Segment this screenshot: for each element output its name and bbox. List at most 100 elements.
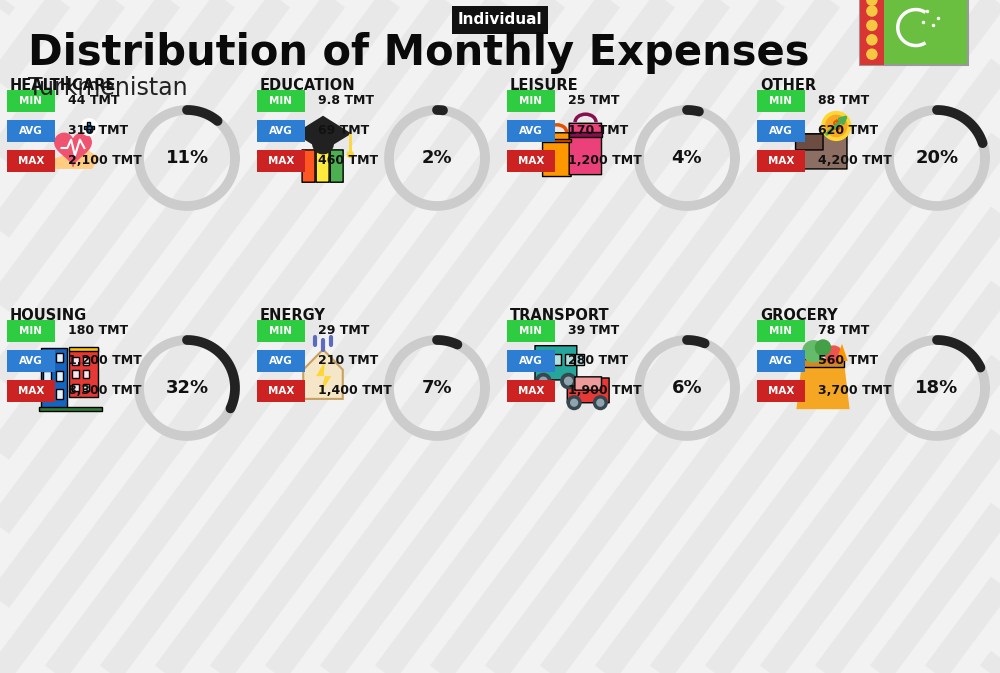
Text: MIN: MIN [20,326,42,336]
FancyBboxPatch shape [330,150,343,182]
Text: MAX: MAX [518,386,544,396]
Text: MIN: MIN [270,96,292,106]
FancyBboxPatch shape [257,120,305,142]
FancyBboxPatch shape [43,353,51,363]
FancyBboxPatch shape [543,133,571,176]
Polygon shape [46,148,100,169]
FancyBboxPatch shape [56,390,63,399]
Text: 78 TMT: 78 TMT [818,324,869,337]
FancyBboxPatch shape [507,380,555,402]
Text: 1,400 TMT: 1,400 TMT [318,384,392,398]
Text: 11%: 11% [165,149,209,167]
FancyBboxPatch shape [507,120,555,142]
FancyBboxPatch shape [72,384,79,391]
Text: 3,700 TMT: 3,700 TMT [818,384,892,398]
FancyBboxPatch shape [757,320,805,342]
FancyBboxPatch shape [39,407,102,411]
FancyBboxPatch shape [7,150,55,172]
FancyBboxPatch shape [257,350,305,372]
FancyBboxPatch shape [757,380,805,402]
Circle shape [597,399,604,406]
Polygon shape [294,116,352,151]
Text: 7%: 7% [422,379,452,397]
Text: MIN: MIN [270,326,292,336]
Text: MIN: MIN [520,326,542,336]
Text: AVG: AVG [19,126,43,136]
Circle shape [825,346,842,363]
Text: 69 TMT: 69 TMT [318,125,369,137]
Text: AVG: AVG [519,356,543,366]
Circle shape [313,133,333,153]
Text: 8,300 TMT: 8,300 TMT [68,384,142,398]
FancyBboxPatch shape [84,126,94,129]
FancyBboxPatch shape [543,139,571,142]
Circle shape [565,378,572,385]
Text: GROCERY: GROCERY [760,308,838,323]
FancyBboxPatch shape [56,371,63,381]
FancyBboxPatch shape [575,354,584,365]
FancyBboxPatch shape [757,120,805,142]
Text: OTHER: OTHER [760,78,816,93]
Text: 4%: 4% [672,149,702,167]
FancyBboxPatch shape [796,134,847,169]
Circle shape [867,49,877,59]
FancyBboxPatch shape [860,0,968,65]
FancyBboxPatch shape [507,320,555,342]
FancyBboxPatch shape [69,347,98,397]
Text: MAX: MAX [18,156,44,166]
Circle shape [867,20,877,30]
Circle shape [81,118,97,135]
Text: 180 TMT: 180 TMT [68,324,128,337]
Text: 460 TMT: 460 TMT [318,155,378,168]
FancyBboxPatch shape [43,371,51,381]
FancyBboxPatch shape [7,380,55,402]
FancyBboxPatch shape [69,347,98,351]
FancyBboxPatch shape [757,350,805,372]
Polygon shape [303,349,343,399]
Text: 39 TMT: 39 TMT [568,324,619,337]
FancyBboxPatch shape [538,354,548,365]
Polygon shape [836,344,848,361]
Text: MAX: MAX [18,386,44,396]
FancyBboxPatch shape [82,384,89,391]
FancyBboxPatch shape [7,320,55,342]
FancyBboxPatch shape [757,90,805,112]
FancyBboxPatch shape [569,123,602,174]
FancyBboxPatch shape [257,150,305,172]
Circle shape [561,374,576,388]
FancyBboxPatch shape [757,150,805,172]
Text: 20%: 20% [915,149,959,167]
Text: 25 TMT: 25 TMT [568,94,620,108]
Text: MAX: MAX [768,386,794,396]
FancyBboxPatch shape [7,90,55,112]
Circle shape [867,0,877,5]
Text: HEALTHCARE: HEALTHCARE [10,78,116,93]
Text: AVG: AVG [19,356,43,366]
Text: 88 TMT: 88 TMT [818,94,869,108]
Text: 560 TMT: 560 TMT [818,355,878,367]
Text: AVG: AVG [769,126,793,136]
Text: ENERGY: ENERGY [260,308,326,323]
Text: 280 TMT: 280 TMT [568,355,628,367]
Circle shape [594,396,607,410]
FancyBboxPatch shape [507,350,555,372]
Text: 210 TMT: 210 TMT [318,355,378,367]
Text: 9.8 TMT: 9.8 TMT [318,94,374,108]
Polygon shape [55,133,91,166]
Text: 310 TMT: 310 TMT [68,125,128,137]
Text: Turkmenistan: Turkmenistan [28,76,188,100]
Text: 2,100 TMT: 2,100 TMT [68,155,142,168]
Text: 6%: 6% [672,379,702,397]
Text: 1,900 TMT: 1,900 TMT [568,384,642,398]
Text: 32%: 32% [165,379,209,397]
Circle shape [347,151,353,157]
FancyBboxPatch shape [565,354,574,365]
FancyBboxPatch shape [551,354,561,365]
FancyBboxPatch shape [7,120,55,142]
Circle shape [867,6,877,16]
FancyBboxPatch shape [567,378,609,402]
Text: MIN: MIN [20,96,42,106]
Text: MIN: MIN [520,96,542,106]
Text: 620 TMT: 620 TMT [818,125,878,137]
FancyBboxPatch shape [257,320,305,342]
